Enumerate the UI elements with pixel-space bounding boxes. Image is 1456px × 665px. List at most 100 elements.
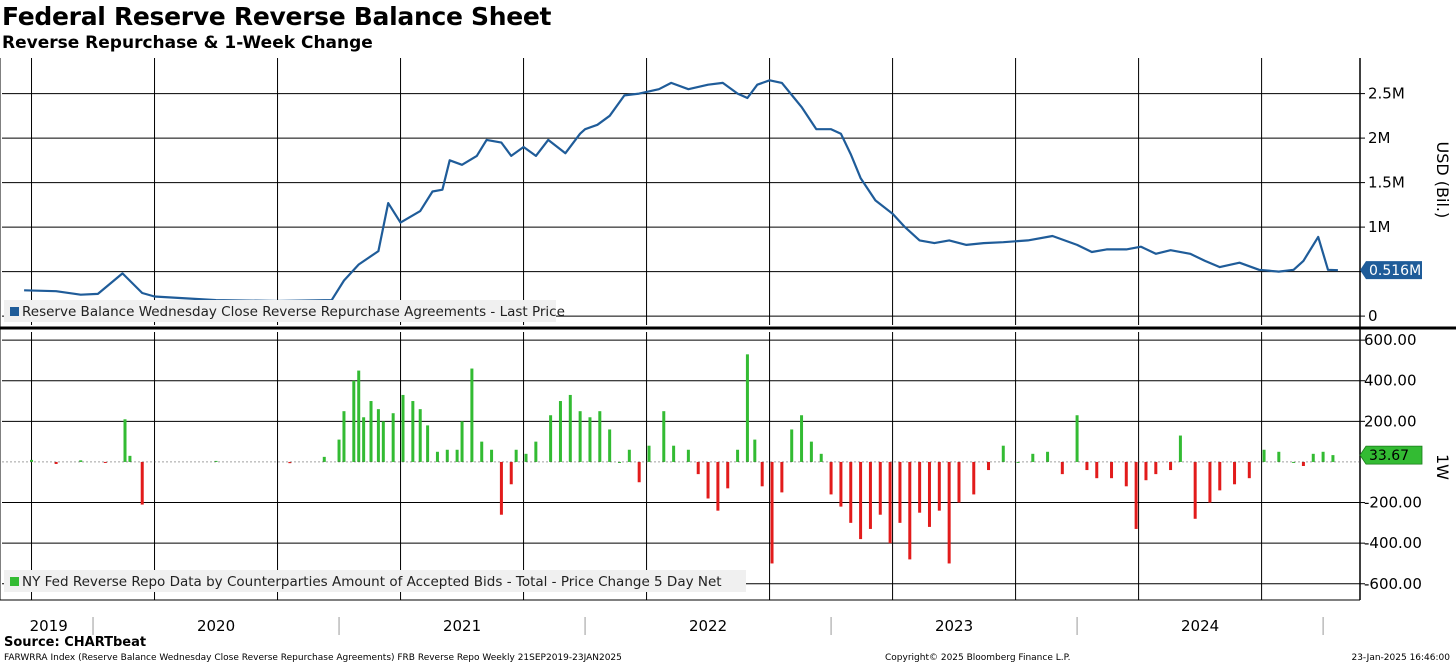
bar-mark [588,417,592,462]
bar-mark [79,460,83,462]
bar-mark [809,441,813,462]
x-year-label: 2024 [1181,617,1219,635]
bar-mark [1262,449,1266,462]
x-year-label: 2020 [197,617,235,635]
y-tick-label-bottom: -400.00 [1364,534,1422,552]
bar-mark [1321,451,1325,462]
bar-mark [716,461,720,511]
bar-mark [1134,461,1138,529]
bar-mark [357,370,361,462]
x-year-label: 2022 [689,617,727,635]
bar-mark [760,461,764,487]
x-year-label: 2021 [443,617,481,635]
bar-mark [1031,453,1035,462]
bar-mark [819,453,823,462]
y-tick-label-top: 1.5M [1368,174,1405,192]
y-tick-label-top: 0 [1368,307,1378,325]
bar-mark [888,461,892,544]
bar-mark [362,417,366,462]
bar-mark [128,455,132,462]
bar-mark [1016,461,1020,463]
legend-bars-text: NY Fed Reverse Repo Data by Counterparti… [22,574,722,590]
legend-line-swatch [10,307,19,316]
bar-mark [411,401,415,462]
bar-mark [455,449,459,462]
bar-mark [391,413,395,462]
bar-mark [369,401,373,462]
bar-mark [480,441,484,462]
legend-line-text: Reserve Balance Wednesday Close Reverse … [22,304,565,320]
bar-mark [123,419,127,462]
bar-mark [558,401,562,462]
bar-mark [1233,461,1237,485]
bar-mark [509,461,513,485]
timestamp: 23-Jan-2025 16:46:00 [1351,653,1450,663]
y-tick-label-bottom: 600.00 [1364,331,1417,349]
bar-mark [790,429,794,462]
bar-mark [54,461,58,464]
bar-mark [1292,461,1296,463]
bar-mark [780,461,784,493]
bar-mark [947,461,951,564]
y-tick-label-bottom: -200.00 [1364,494,1422,512]
bar-mark [1218,461,1222,491]
bar-mark [770,461,774,564]
bar-mark [352,380,356,462]
bar-mark [957,461,961,503]
bar-mark [1311,453,1315,462]
bar-mark [878,461,882,515]
last-value-label-bottom: 33.67 [1369,448,1409,464]
bar-mark [490,449,494,462]
bar-mark [1331,455,1335,462]
bar-mark [30,459,34,462]
bar-mark [1085,461,1089,471]
y-axis-title-bottom: 1W [1433,454,1452,480]
bar-mark [103,461,107,463]
bar-mark [499,461,503,515]
y-tick-label-bottom: 400.00 [1364,372,1417,390]
bar-mark [418,409,422,462]
bar-mark [534,441,538,462]
bar-mark [578,411,582,462]
bar-mark [598,411,602,462]
bar-mark [376,409,380,462]
index-description: FARWRRA Index (Reserve Balance Wednesday… [4,653,622,663]
y-tick-label-top: 2.5M [1368,85,1405,103]
bar-mark [829,461,833,495]
bar-mark [987,461,991,471]
bar-mark [1193,461,1197,519]
copyright: Copyright© 2025 Bloomberg Finance L.P. [885,653,1071,663]
bar-mark [908,461,912,560]
bar-mark [753,439,757,462]
bar-mark [937,461,941,511]
bar-mark [1178,435,1182,462]
bar-mark [898,461,902,523]
last-value-tag-bottom [1359,445,1423,465]
chart-subtitle: Reverse Repurchase & 1-Week Change [2,33,373,53]
bar-mark [460,421,464,462]
bar-mark [401,394,405,462]
bar-mark [549,415,553,462]
y-tick-label-bottom: -600.00 [1364,575,1422,593]
bar-mark [288,461,292,464]
bar-mark [800,415,804,462]
bar-mark [696,461,700,475]
bar-mark [918,461,922,513]
bar-mark [342,411,346,462]
y-axis-title-top: USD (Bil.) [1433,142,1452,219]
bar-mark [568,394,572,462]
bar-mark [972,461,976,495]
bar-mark [214,460,218,462]
bar-mark [1301,461,1305,466]
last-value-tag-top [1360,261,1422,280]
y-tick-label-top: 2M [1368,129,1391,147]
bar-mark [140,461,144,505]
last-value-label-top: 0.516M [1369,263,1421,279]
bar-mark [1046,451,1050,462]
bar-mark [662,411,666,462]
bar-mark [1124,461,1128,487]
bar-mark [1095,461,1099,479]
bar-mark [849,461,853,523]
y-tick-label-top: 1M [1368,218,1391,236]
